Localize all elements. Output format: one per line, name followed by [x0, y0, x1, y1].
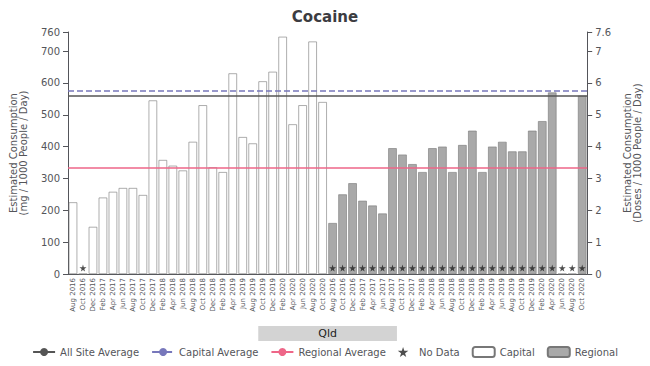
svg-text:Apr 2020: Apr 2020 [289, 278, 297, 310]
svg-text:Jun 2018: Jun 2018 [179, 278, 187, 310]
svg-text:Feb 2020: Feb 2020 [538, 278, 546, 310]
svg-text:0: 0 [54, 269, 60, 280]
svg-text:Aug 2019: Aug 2019 [508, 278, 516, 312]
svg-text:Jun 2017: Jun 2017 [379, 278, 387, 310]
svg-text:200: 200 [41, 205, 60, 216]
svg-text:760: 760 [41, 27, 60, 38]
svg-text:Apr 2018: Apr 2018 [169, 278, 177, 310]
svg-text:5: 5 [595, 109, 601, 120]
svg-text:Feb 2020: Feb 2020 [279, 278, 287, 310]
svg-text:Apr 2019: Apr 2019 [229, 278, 237, 310]
svg-text:Aug 2018: Aug 2018 [189, 278, 197, 312]
svg-text:(mg / 1000 People / Day): (mg / 1000 People / Day) [18, 90, 29, 215]
svg-text:Dec 2019: Dec 2019 [269, 278, 277, 312]
svg-text:Feb 2018: Feb 2018 [418, 278, 426, 310]
svg-text:Dec 2016: Dec 2016 [349, 277, 357, 311]
svg-text:0: 0 [595, 269, 601, 280]
svg-text:Dec 2016: Dec 2016 [89, 277, 97, 311]
svg-text:Oct 2016: Oct 2016 [339, 277, 347, 310]
svg-text:Dec 2019: Dec 2019 [528, 278, 536, 312]
svg-text:Feb 2019: Feb 2019 [478, 278, 486, 310]
svg-text:Oct 2018: Oct 2018 [458, 278, 466, 310]
svg-text:Oct 2016: Oct 2016 [79, 277, 87, 310]
svg-text:Jun 2019: Jun 2019 [239, 278, 247, 310]
svg-text:Oct 2019: Oct 2019 [259, 278, 267, 310]
svg-text:2: 2 [595, 205, 601, 216]
svg-text:Feb 2018: Feb 2018 [159, 278, 167, 310]
svg-text:Oct 2020: Oct 2020 [578, 278, 586, 310]
svg-text:Dec 2018: Dec 2018 [209, 278, 217, 312]
svg-text:Feb 2017: Feb 2017 [359, 278, 367, 310]
svg-text:3: 3 [595, 173, 601, 184]
svg-text:Jun 2020: Jun 2020 [299, 278, 307, 310]
svg-text:Regional Average: Regional Average [298, 347, 385, 358]
svg-text:700: 700 [41, 46, 60, 57]
svg-text:Oct 2019: Oct 2019 [518, 278, 526, 310]
svg-text:Oct 2017: Oct 2017 [139, 278, 147, 310]
svg-text:Aug 2020: Aug 2020 [309, 278, 317, 312]
svg-text:Aug 2017: Aug 2017 [388, 278, 396, 312]
svg-text:1: 1 [595, 237, 601, 248]
svg-text:Apr 2019: Apr 2019 [488, 278, 496, 310]
svg-text:600: 600 [41, 77, 60, 88]
svg-text:Jun 2019: Jun 2019 [498, 278, 506, 310]
svg-text:4: 4 [595, 141, 601, 152]
svg-text:Aug 2016: Aug 2016 [329, 277, 337, 311]
svg-text:Jun 2017: Jun 2017 [119, 278, 127, 310]
svg-text:300: 300 [41, 173, 60, 184]
svg-text:Estimated Consumption: Estimated Consumption [7, 93, 19, 213]
svg-text:All Site Average: All Site Average [60, 347, 139, 358]
svg-text:Qld: Qld [318, 327, 337, 340]
svg-text:Oct 2018: Oct 2018 [199, 278, 207, 310]
svg-text:Aug 2019: Aug 2019 [249, 278, 257, 312]
svg-text:Regional: Regional [575, 347, 618, 358]
svg-text:Apr 2017: Apr 2017 [369, 278, 377, 310]
svg-text:Aug 2018: Aug 2018 [448, 278, 456, 312]
svg-text:Dec 2018: Dec 2018 [468, 278, 476, 312]
svg-text:500: 500 [41, 109, 60, 120]
svg-text:Capital: Capital [500, 347, 535, 358]
svg-text:Capital Average: Capital Average [179, 347, 258, 358]
svg-text:7: 7 [595, 46, 601, 57]
svg-text:Aug 2016: Aug 2016 [69, 277, 77, 311]
svg-text:Aug 2017: Aug 2017 [129, 278, 137, 312]
svg-text:Feb 2017: Feb 2017 [99, 278, 107, 310]
svg-text:Estimated Consumption: Estimated Consumption [621, 93, 633, 213]
svg-text:Oct 2017: Oct 2017 [398, 278, 406, 310]
svg-text:Aug 2020: Aug 2020 [568, 278, 576, 312]
svg-text:Oct 2020: Oct 2020 [319, 278, 327, 310]
svg-text:Feb 2019: Feb 2019 [219, 278, 227, 310]
svg-text:Jun 2020: Jun 2020 [558, 278, 566, 310]
svg-text:100: 100 [41, 237, 60, 248]
svg-text:7.6: 7.6 [595, 27, 611, 38]
svg-text:No Data: No Data [419, 347, 460, 358]
svg-text:Cocaine: Cocaine [292, 8, 358, 26]
svg-text:Dec 2017: Dec 2017 [408, 278, 416, 312]
svg-text:(Doses / 1000 People / Day): (Doses / 1000 People / Day) [632, 83, 643, 222]
svg-text:6: 6 [595, 77, 601, 88]
svg-text:400: 400 [41, 141, 60, 152]
svg-text:Dec 2017: Dec 2017 [149, 278, 157, 312]
svg-text:Apr 2020: Apr 2020 [548, 278, 556, 310]
svg-text:Jun 2018: Jun 2018 [438, 278, 446, 310]
svg-text:Apr 2017: Apr 2017 [109, 278, 117, 310]
svg-text:Apr 2018: Apr 2018 [428, 278, 436, 310]
